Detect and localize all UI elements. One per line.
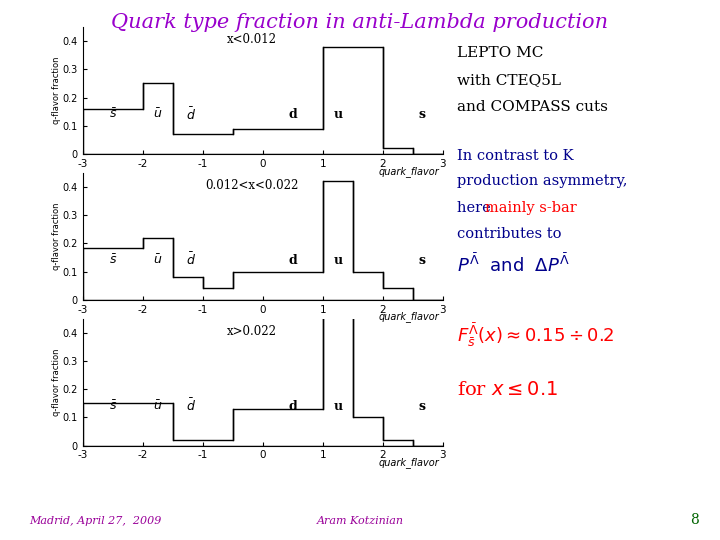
Text: 0.012<x<0.022: 0.012<x<0.022 [205,179,299,192]
Text: Aram Kotzinian: Aram Kotzinian [317,516,403,526]
Text: d: d [289,400,297,413]
Text: $\bar{d}$: $\bar{d}$ [186,106,196,123]
Text: $\bar{u}$: $\bar{u}$ [153,253,163,267]
Text: $\bar{d}$: $\bar{d}$ [186,398,196,414]
Text: s: s [418,254,426,267]
Text: $\bar{d}$: $\bar{d}$ [186,252,196,268]
Text: 8: 8 [690,512,698,526]
Text: here: here [457,201,495,215]
Text: $P^{\bar{\Lambda}}$  and  $\Delta P^{\bar{\Lambda}}$: $P^{\bar{\Lambda}}$ and $\Delta P^{\bar{… [457,254,570,276]
Text: with CTEQ5L: with CTEQ5L [457,73,561,87]
Text: d: d [289,254,297,267]
Text: $\bar{s}$: $\bar{s}$ [109,107,117,121]
Text: Quark type fraction in anti-Lambda production: Quark type fraction in anti-Lambda produ… [112,14,608,32]
Text: $\bar{s}$: $\bar{s}$ [109,399,117,413]
Text: for $x \leq 0.1$: for $x \leq 0.1$ [457,381,559,399]
Text: d: d [289,108,297,121]
Text: quark_flavor: quark_flavor [379,457,439,468]
Text: $\bar{u}$: $\bar{u}$ [153,399,163,413]
Text: and COMPASS cuts: and COMPASS cuts [457,100,608,114]
Text: s: s [418,400,426,413]
Text: x<0.012: x<0.012 [227,33,277,46]
Text: u: u [333,108,343,121]
Text: s: s [418,108,426,121]
Y-axis label: q-flavor fraction: q-flavor fraction [52,202,61,270]
Text: In contrast to K: In contrast to K [457,148,574,163]
Text: u: u [333,400,343,413]
Text: mainly s-bar: mainly s-bar [485,201,576,215]
Y-axis label: q-flavor fraction: q-flavor fraction [52,57,61,124]
Text: production asymmetry,: production asymmetry, [457,174,628,188]
Text: quark_flavor: quark_flavor [379,166,439,177]
Text: x>0.022: x>0.022 [227,325,277,338]
Text: Madrid, April 27,  2009: Madrid, April 27, 2009 [29,516,161,526]
Text: u: u [333,254,343,267]
Text: $\bar{u}$: $\bar{u}$ [153,107,163,121]
Text: $\bar{s}$: $\bar{s}$ [109,253,117,267]
Y-axis label: q-flavor fraction: q-flavor fraction [52,348,61,416]
Text: LEPTO MC: LEPTO MC [457,46,544,60]
Text: quark_flavor: quark_flavor [379,312,439,322]
Text: $F_{\bar{s}}^{\bar{\Lambda}}(x) \approx 0.15 \div 0.2$: $F_{\bar{s}}^{\bar{\Lambda}}(x) \approx … [457,321,615,349]
Text: contributes to: contributes to [457,227,562,241]
